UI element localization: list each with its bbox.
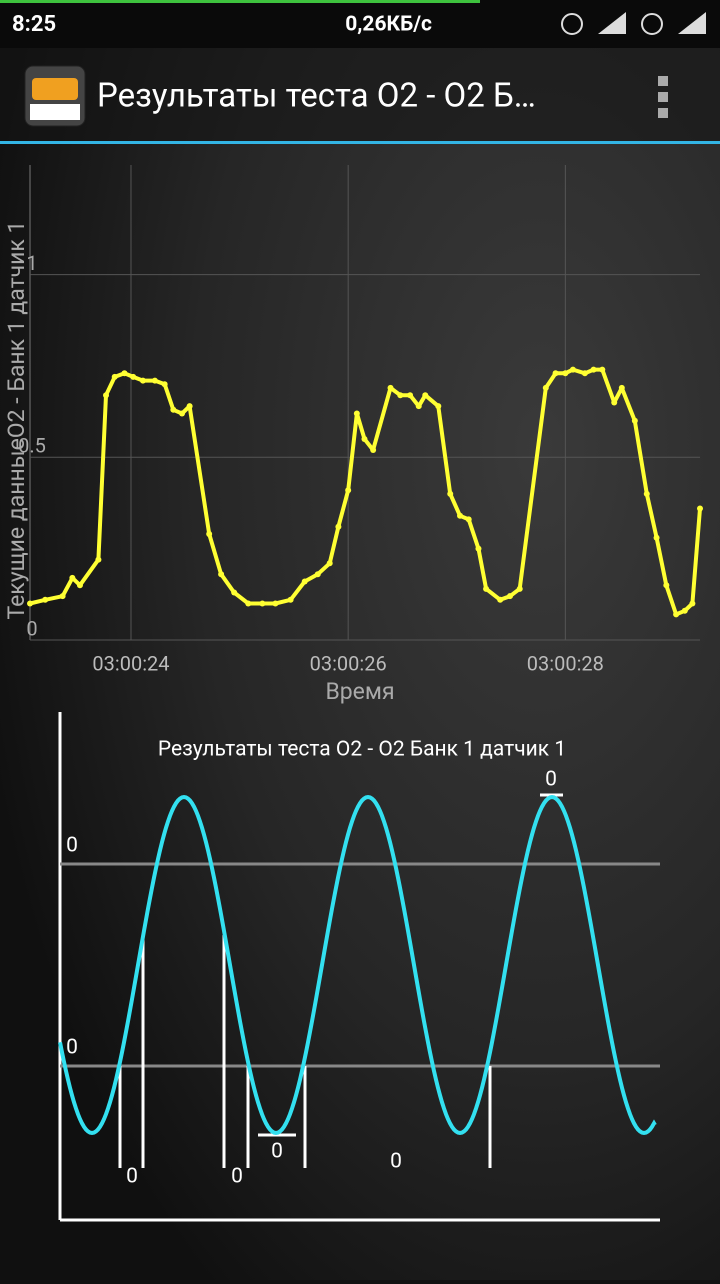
data-point bbox=[218, 571, 225, 578]
overflow-menu[interactable] bbox=[658, 76, 668, 118]
data-point bbox=[552, 370, 559, 377]
data-point bbox=[42, 596, 49, 603]
x-axis-label: Время bbox=[325, 678, 394, 705]
x-tick-label: 03:00:24 bbox=[92, 651, 169, 675]
data-point bbox=[497, 596, 504, 603]
data-point bbox=[562, 370, 569, 377]
data-point bbox=[415, 403, 422, 410]
status-icons bbox=[561, 12, 706, 35]
data-point bbox=[287, 596, 294, 603]
data-point bbox=[121, 370, 128, 377]
data-point bbox=[465, 516, 472, 523]
diagram-title: Результаты теста O2 - O2 Банк 1 датчик 1 bbox=[158, 738, 566, 762]
data-point bbox=[506, 593, 513, 600]
data-point bbox=[581, 370, 588, 377]
diagram-label: 0 bbox=[545, 768, 557, 792]
data-point bbox=[111, 373, 118, 380]
diagram-label: 0 bbox=[66, 1036, 78, 1060]
data-point bbox=[569, 366, 576, 373]
data-point bbox=[206, 531, 213, 538]
data-point bbox=[103, 392, 110, 399]
data-point bbox=[345, 487, 352, 494]
data-point bbox=[95, 556, 102, 563]
x-tick-label: 03:00:26 bbox=[310, 651, 387, 675]
data-point bbox=[76, 582, 83, 589]
x-tick-label: 03:00:28 bbox=[527, 651, 604, 675]
y-axis-label: Текущие данныеO2 - Банк 1 датчик 1 bbox=[3, 221, 30, 620]
app-title: Результаты теста O2 - O2 Б… bbox=[97, 77, 536, 116]
y-tick-label: 0 bbox=[26, 616, 37, 640]
data-point bbox=[631, 417, 638, 424]
data-point bbox=[361, 436, 368, 443]
time: 8:25 bbox=[12, 12, 56, 37]
data-point bbox=[689, 600, 696, 607]
data-point bbox=[69, 574, 76, 581]
data-point bbox=[387, 384, 394, 391]
data-point bbox=[139, 377, 146, 384]
data-point bbox=[681, 607, 688, 614]
line-chart: 0 0.5 1 03:00:24 03:00:26 03:00:28 Время Текущи… bbox=[3, 165, 703, 705]
data-point bbox=[447, 490, 454, 497]
data-point bbox=[457, 512, 464, 519]
data-point bbox=[483, 585, 490, 592]
data-point bbox=[475, 545, 482, 552]
data-point bbox=[161, 381, 168, 388]
progress bbox=[0, 0, 480, 3]
data-point bbox=[259, 600, 266, 607]
data-point bbox=[422, 392, 429, 399]
data-point bbox=[186, 403, 193, 410]
data-point bbox=[231, 589, 238, 596]
data-point bbox=[314, 571, 321, 578]
data-point bbox=[353, 410, 360, 417]
data-point bbox=[407, 392, 414, 399]
diagram-label: 0 bbox=[271, 1140, 283, 1164]
data-point bbox=[618, 384, 625, 391]
data-point bbox=[663, 582, 670, 589]
data-point bbox=[370, 447, 377, 453]
y-tick-label: 1 bbox=[26, 251, 37, 275]
data-point bbox=[599, 366, 606, 373]
data-point bbox=[170, 406, 177, 413]
data-point bbox=[326, 560, 333, 567]
data-point bbox=[697, 505, 703, 512]
data-point bbox=[542, 384, 549, 391]
net-speed: 0,26КБ/с bbox=[345, 13, 432, 37]
diagram-label: 0 bbox=[231, 1165, 243, 1189]
data-point bbox=[653, 534, 660, 541]
o2-diagram: Результаты теста O2 - O2 Банк 1 датчик 1… bbox=[58, 712, 660, 1222]
data-point bbox=[643, 490, 650, 497]
data-point bbox=[245, 600, 252, 607]
data-point bbox=[516, 585, 523, 592]
data-point bbox=[435, 403, 442, 410]
app-bar-divider bbox=[0, 141, 720, 144]
data-point bbox=[611, 399, 618, 406]
data-point bbox=[335, 523, 342, 530]
data-point bbox=[27, 600, 33, 607]
y-tick-label: 0.5 bbox=[18, 434, 46, 458]
data-point bbox=[59, 593, 66, 600]
app-bar bbox=[0, 48, 720, 142]
data-point bbox=[673, 611, 680, 618]
data-point bbox=[179, 410, 186, 417]
data-point bbox=[130, 373, 137, 380]
diagram-label: 0 bbox=[390, 1150, 402, 1174]
data-point bbox=[590, 366, 597, 373]
status-bar bbox=[0, 0, 720, 48]
diagram-label: 0 bbox=[126, 1165, 138, 1189]
data-point bbox=[397, 392, 404, 399]
data-point bbox=[151, 377, 158, 384]
data-point bbox=[301, 578, 308, 585]
app-icon[interactable] bbox=[24, 65, 86, 127]
data-point bbox=[272, 600, 279, 607]
diagram-label: 0 bbox=[66, 834, 78, 858]
